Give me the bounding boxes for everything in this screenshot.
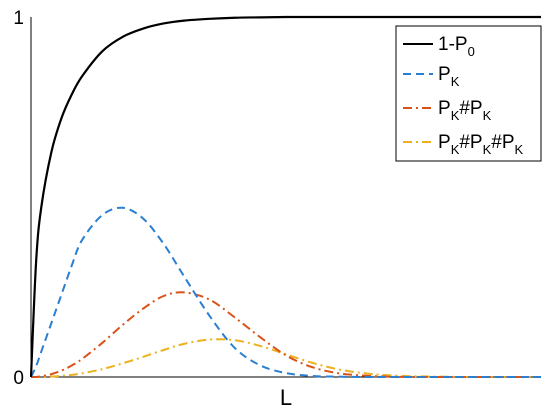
x-axis-label: L [280,385,292,410]
series-line-2 [30,206,541,378]
legend-label-1: 1-P0 [438,34,475,59]
legend-box [395,25,542,162]
series-line-4 [31,338,541,378]
legend-label-2: PK [438,64,460,89]
legend-label-3: PK#PK [438,98,492,123]
y-tick-label-0: 0 [13,368,24,389]
series-group [29,15,541,378]
legend: 1-P0 PK PK#PK PK#PK#PK [395,25,542,162]
series-line-3 [31,291,541,378]
legend-label-4: PK#PK#PK [438,132,524,157]
series-line-1 [29,15,541,378]
y-tick-label-1: 1 [13,8,24,29]
